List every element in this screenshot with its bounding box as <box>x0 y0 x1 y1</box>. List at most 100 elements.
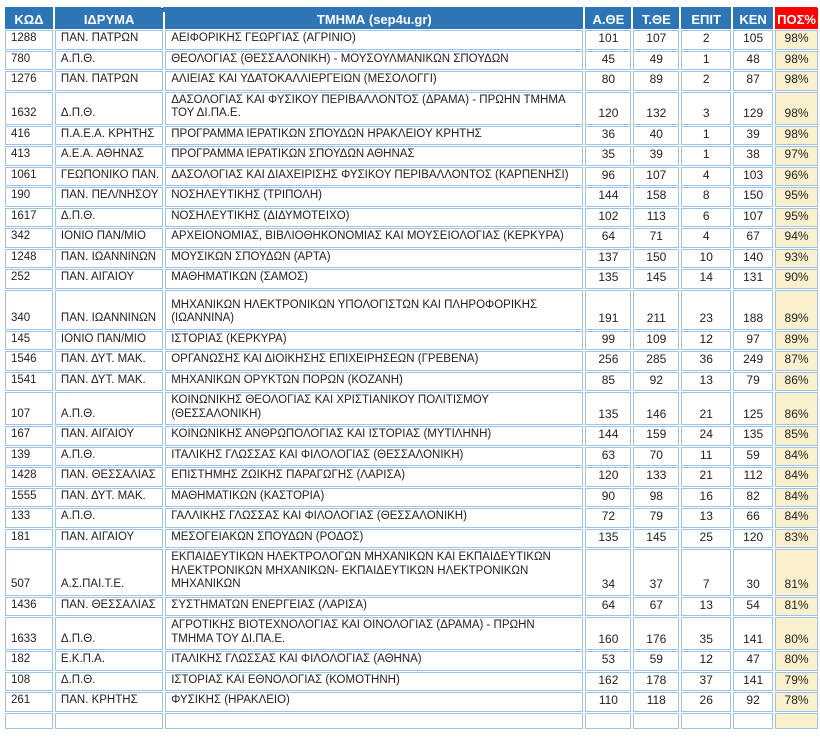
cell-code[interactable]: 1546 <box>5 351 53 371</box>
cell-epit[interactable]: 13 <box>681 596 732 616</box>
cell-department[interactable]: ΓΑΛΛΙΚΗΣ ΓΛΩΣΣΑΣ ΚΑΙ ΦΙΛΟΛΟΓΙΑΣ (ΘΕΣΣΑΛΟ… <box>165 508 584 528</box>
cell-code[interactable]: 190 <box>5 187 53 207</box>
cell-a_the[interactable]: 144 <box>585 426 632 446</box>
cell-a_the[interactable]: 144 <box>585 187 632 207</box>
cell-institution[interactable]: Π.Α.Ε.Α. ΚΡΗΤΗΣ <box>54 125 164 145</box>
cell-department[interactable]: ΜΑΘΗΜΑΤΙΚΩΝ (ΣΑΜΟΣ) <box>165 269 584 289</box>
cell-department[interactable]: ΜΕΣΟΓΕΙΑΚΩΝ ΣΠΟΥΔΩΝ (ΡΟΔΟΣ) <box>165 528 584 548</box>
cell-t_the[interactable]: 150 <box>633 248 680 268</box>
cell-pct[interactable]: 86% <box>775 371 818 391</box>
cell-department[interactable]: ΜΑΘΗΜΑΤΙΚΩΝ (ΚΑΣΤΟΡΙΑ) <box>165 487 584 507</box>
cell-a_the[interactable]: 34 <box>585 549 632 596</box>
cell-epit[interactable]: 6 <box>681 207 732 227</box>
cell-pct[interactable]: 80% <box>775 651 818 671</box>
cell-epit[interactable]: 36 <box>681 351 732 371</box>
cell-a_the[interactable]: 101 <box>585 30 632 50</box>
cell-t_the[interactable]: 39 <box>633 146 680 166</box>
cell-institution[interactable]: Α.Π.Θ. <box>54 508 164 528</box>
cell-code[interactable]: 1248 <box>5 248 53 268</box>
cell-department[interactable]: ΝΟΣΗΛΕΥΤΙΚΗΣ (ΔΙΔΥΜΟΤΕΙΧΟ) <box>165 207 584 227</box>
cell-ken[interactable]: 59 <box>733 446 774 466</box>
cell-department[interactable]: ΔΑΣΟΛΟΓΙΑΣ ΚΑΙ ΔΙΑΧΕΙΡΙΣΗΣ ΦΥΣΙΚΟΥ ΠΕΡΙΒ… <box>165 166 584 186</box>
cell-t_the[interactable]: 98 <box>633 487 680 507</box>
cell-institution[interactable]: Δ.Π.Θ. <box>54 207 164 227</box>
cell-institution[interactable]: ΠΑΝ. ΔΥΤ. ΜΑΚ. <box>54 371 164 391</box>
cell-pct[interactable]: 98% <box>775 91 818 125</box>
cell-pct[interactable]: 87% <box>775 351 818 371</box>
cell-department[interactable]: ΕΚΠΑΙΔΕΥΤΙΚΩΝ ΗΛΕΚΤΡΟΛΟΓΩΝ ΜΗΧΑΝΙΚΩΝ ΚΑΙ… <box>165 549 584 596</box>
cell-t_the[interactable]: 176 <box>633 617 680 650</box>
cell-code[interactable]: 413 <box>5 146 53 166</box>
cell-department[interactable]: ΙΣΤΟΡΙΑΣ (ΚΕΡΚΥΡΑ) <box>165 330 584 350</box>
cell-code[interactable]: 1632 <box>5 91 53 125</box>
cell-ken[interactable]: 135 <box>733 426 774 446</box>
cell-code[interactable]: 107 <box>5 392 53 425</box>
cell-t_the[interactable]: 159 <box>633 426 680 446</box>
cell-pct[interactable]: 95% <box>775 187 818 207</box>
cell-epit[interactable]: 21 <box>681 392 732 425</box>
cell-a_the[interactable]: 64 <box>585 228 632 248</box>
cell-department[interactable]: ΜΟΥΣΙΚΩΝ ΣΠΟΥΔΩΝ (ΑΡΤΑ) <box>165 248 584 268</box>
cell-department[interactable]: ΑΕΙΦΟΡΙΚΗΣ ΓΕΩΡΓΙΑΣ (ΑΓΡΙΝΙΟ) <box>165 30 584 50</box>
cell-pct[interactable]: 86% <box>775 392 818 425</box>
cell-ken[interactable]: 120 <box>733 528 774 548</box>
cell-t_the[interactable]: 89 <box>633 71 680 91</box>
cell-epit[interactable]: 35 <box>681 617 732 650</box>
cell-code[interactable]: 1428 <box>5 467 53 487</box>
cell-epit[interactable]: 13 <box>681 371 732 391</box>
cell-department[interactable]: ΔΑΣΟΛΟΓΙΑΣ ΚΑΙ ΦΥΣΙΚΟΥ ΠΕΡΙΒΑΛΛΟΝΤΟΣ (ΔΡ… <box>165 91 584 125</box>
cell-pct[interactable]: 98% <box>775 71 818 91</box>
cell-epit[interactable]: 13 <box>681 508 732 528</box>
cell-epit[interactable]: 1 <box>681 50 732 70</box>
cell-ken[interactable]: 125 <box>733 392 774 425</box>
cell-code[interactable]: 1617 <box>5 207 53 227</box>
cell-ken[interactable]: 107 <box>733 207 774 227</box>
cell-code[interactable]: 1633 <box>5 617 53 650</box>
cell-institution[interactable]: Α.Σ.ΠΑΙ.Τ.Ε. <box>54 549 164 596</box>
cell-t_the[interactable]: 146 <box>633 392 680 425</box>
cell-institution[interactable]: Α.Π.Θ. <box>54 50 164 70</box>
cell-a_the[interactable]: 135 <box>585 528 632 548</box>
cell-institution[interactable]: ΠΑΝ. ΙΩΑΝΝΙΝΩΝ <box>54 248 164 268</box>
cell-department[interactable]: ΣΥΣΤΗΜΑΤΩΝ ΕΝΕΡΓΕΙΑΣ (ΛΑΡΙΣΑ) <box>165 596 584 616</box>
cell-ken[interactable]: 82 <box>733 487 774 507</box>
cell-t_the[interactable]: 178 <box>633 671 680 691</box>
cell-code[interactable]: 416 <box>5 125 53 145</box>
cell-a_the[interactable]: 137 <box>585 248 632 268</box>
cell-ken[interactable]: 97 <box>733 330 774 350</box>
cell-institution[interactable]: ΠΑΝ. ΘΕΣΣΑΛΙΑΣ <box>54 467 164 487</box>
cell-department[interactable]: ΠΡΟΓΡΑΜΜΑ ΙΕΡΑΤΙΚΩΝ ΣΠΟΥΔΩΝ ΗΡΑΚΛΕΙΟΥ ΚΡ… <box>165 125 584 145</box>
cell-epit[interactable]: 3 <box>681 91 732 125</box>
cell-code[interactable]: 1061 <box>5 166 53 186</box>
cell-a_the[interactable]: 110 <box>585 692 632 712</box>
cell-epit[interactable]: 12 <box>681 330 732 350</box>
cell-pct[interactable]: 98% <box>775 50 818 70</box>
cell-a_the[interactable]: 64 <box>585 596 632 616</box>
cell-pct[interactable]: 89% <box>775 289 818 330</box>
cell-ken[interactable]: 188 <box>733 289 774 330</box>
cell-a_the[interactable]: 80 <box>585 71 632 91</box>
cell-institution[interactable]: Α.Π.Θ. <box>54 446 164 466</box>
cell-department[interactable]: ΙΤΑΛΙΚΗΣ ΓΛΩΣΣΑΣ ΚΑΙ ΦΙΛΟΛΟΓΙΑΣ (ΑΘΗΝΑ) <box>165 651 584 671</box>
cell-a_the[interactable]: 135 <box>585 392 632 425</box>
cell-department[interactable]: ΕΠΙΣΤΗΜΗΣ ΖΩΙΚΗΣ ΠΑΡΑΓΩΓΗΣ (ΛΑΡΙΣΑ) <box>165 467 584 487</box>
cell-t_the[interactable]: 79 <box>633 508 680 528</box>
cell-a_the[interactable]: 120 <box>585 467 632 487</box>
cell-epit[interactable]: 1 <box>681 146 732 166</box>
cell-epit[interactable]: 1 <box>681 125 732 145</box>
cell-institution[interactable]: ΠΑΝ. ΘΕΣΣΑΛΙΑΣ <box>54 596 164 616</box>
cell-institution[interactable]: Ε.Κ.Π.Α. <box>54 651 164 671</box>
cell-code[interactable]: 145 <box>5 330 53 350</box>
cell-ken[interactable]: 30 <box>733 549 774 596</box>
cell-a_the[interactable]: 99 <box>585 330 632 350</box>
cell-epit[interactable]: 4 <box>681 228 732 248</box>
cell-pct[interactable]: 89% <box>775 330 818 350</box>
col-header-pct[interactable]: ΠΟΣ% <box>775 8 818 29</box>
cell-epit[interactable]: 14 <box>681 269 732 289</box>
cell-t_the[interactable]: 113 <box>633 207 680 227</box>
cell-t_the[interactable]: 59 <box>633 651 680 671</box>
cell-ken[interactable]: 150 <box>733 187 774 207</box>
cell-pct[interactable]: 90% <box>775 269 818 289</box>
cell-t_the[interactable]: 133 <box>633 467 680 487</box>
cell-code[interactable]: 181 <box>5 528 53 548</box>
